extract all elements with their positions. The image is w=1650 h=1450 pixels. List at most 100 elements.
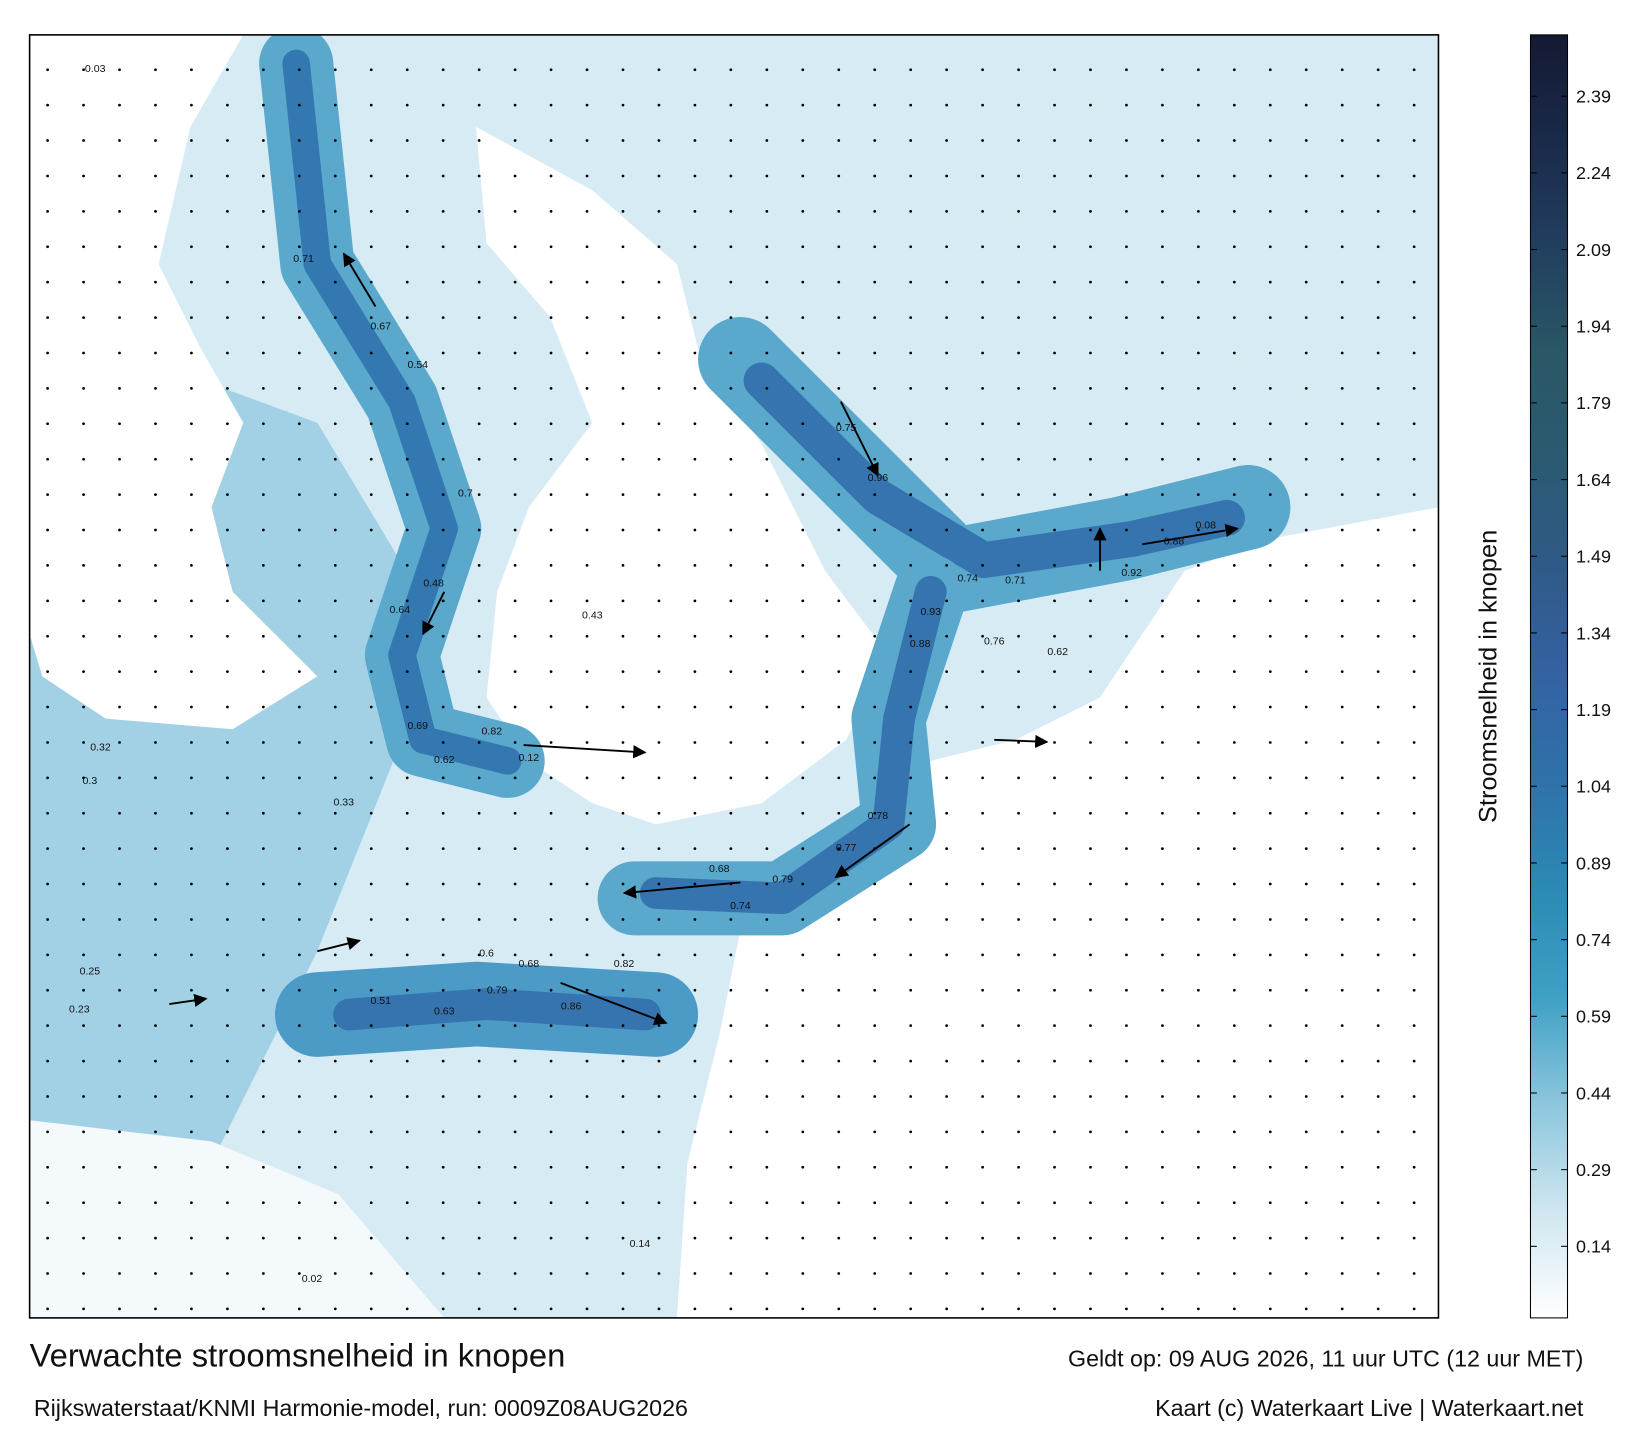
grid-dot [405,493,409,496]
grid-dot [1232,776,1236,780]
grid-dot [1161,457,1164,461]
grid-dot [657,1272,661,1275]
grid-dot [1232,103,1236,107]
grid-dot [549,599,553,603]
grid-dot [1161,564,1164,567]
grid-dot [1304,316,1308,319]
grid-dot [1053,811,1056,815]
grid-dot [1196,351,1200,355]
grid-dot [1412,776,1416,780]
grid-dot [477,634,481,638]
grid-dot [1304,1165,1308,1169]
grid-dot [82,103,85,107]
grid-dot [945,1201,949,1205]
grid-dot [1340,422,1344,426]
grid-dot [909,918,913,921]
grid-dot [154,387,157,390]
grid-dot [513,1024,517,1028]
speed-label: 0.82 [482,726,503,738]
grid-dot [765,422,769,426]
grid-dot [477,599,481,603]
grid-dot [190,528,193,532]
grid-dot [1053,599,1056,603]
speed-label: 0.93 [920,606,941,618]
grid-dot [190,811,193,815]
grid-dot [1017,599,1020,603]
grid-dot [46,705,49,709]
grid-dot [1089,68,1092,72]
grid-dot [981,528,984,532]
grid-dot [226,68,229,72]
grid-dot [154,1130,157,1134]
grid-dot [46,457,49,461]
grid-dot [1089,1165,1092,1169]
grid-dot [261,351,265,355]
grid-dot [549,705,553,709]
grid-dot [513,280,517,284]
grid-dot [729,1201,733,1205]
grid-dot [82,1165,85,1169]
grid-dot [405,1272,409,1275]
grid-dot [82,245,85,249]
grid-dot [1340,847,1344,851]
grid-dot [693,139,697,142]
grid-dot [190,1236,193,1240]
grid-dot [1017,1307,1020,1311]
speed-label: 0.33 [333,796,354,808]
grid-dot [405,953,409,957]
grid-dot [1053,1236,1056,1240]
grid-dot [801,1165,805,1169]
grid-dot [945,493,949,496]
grid-dot [82,174,85,178]
grid-dot [1268,741,1272,744]
grid-dot [261,741,265,744]
grid-dot [1017,457,1020,461]
speed-label: 0.63 [434,1006,455,1018]
grid-dot [1232,1130,1236,1134]
grid-dot [549,1272,553,1275]
grid-dot [657,811,661,815]
grid-dot [369,1130,373,1134]
grid-dot [226,599,229,603]
grid-dot [1089,1095,1092,1098]
grid-dot [1053,1272,1056,1275]
grid-dot [441,988,445,992]
colorbar-tick-label: 0.14 [1576,1237,1611,1257]
grid-dot [1268,280,1272,284]
grid-dot [190,634,193,638]
grid-dot [154,634,157,638]
grid-dot [118,174,121,178]
grid-dot [1089,139,1092,142]
grid-dot [981,1201,984,1205]
grid-dot [82,422,85,426]
grid-dot [190,174,193,178]
grid-dot [657,457,661,461]
grid-dot [981,139,984,142]
grid-dot [945,528,949,532]
grid-dot [1268,103,1272,107]
grid-dot [981,316,984,319]
grid-dot [729,1236,733,1240]
grid-dot [765,280,769,284]
grid-dot [82,528,85,532]
grid-dot [1232,351,1236,355]
grid-dot [801,493,805,496]
grid-dot [190,422,193,426]
grid-dot [1268,316,1272,319]
grid-dot [154,1095,157,1098]
grid-dot [1268,599,1272,603]
grid-dot [118,847,121,851]
grid-dot [909,1272,913,1275]
grid-dot [837,670,841,674]
grid-dot [1268,953,1272,957]
grid-dot [82,457,85,461]
grid-dot [585,209,589,213]
grid-dot [1340,634,1344,638]
grid-dot [837,457,841,461]
grid-dot [1125,245,1128,249]
grid-dot [154,599,157,603]
grid-dot [190,564,193,567]
grid-dot [118,1272,121,1275]
grid-dot [1017,245,1020,249]
grid-dot [297,280,301,284]
